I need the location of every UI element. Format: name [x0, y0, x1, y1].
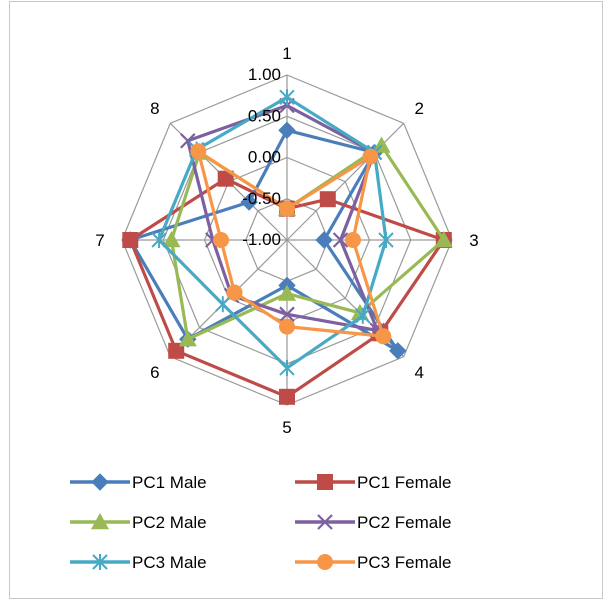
- legend-label: PC3 Female: [357, 553, 451, 572]
- tick-labels: 1.00 0.50 0.00 -0.50 -1.00: [242, 65, 281, 249]
- legend-label: PC1 Female: [357, 473, 451, 492]
- series-5-point-6: [226, 284, 243, 301]
- series-1-point-6: [168, 342, 185, 359]
- series-5-point-1: [279, 200, 295, 217]
- series-0-point-4: [389, 342, 407, 360]
- tick-label: -0.50: [242, 189, 281, 208]
- legend-item: PC2 Female: [295, 513, 451, 532]
- category-label: 4: [414, 363, 423, 382]
- legend-label: PC2 Female: [357, 513, 451, 532]
- category-label: 6: [150, 363, 159, 382]
- series-3-point-5: [279, 306, 295, 323]
- series-5-point-8: [190, 143, 207, 160]
- legend-item: PC3 Female: [295, 553, 451, 572]
- legend-item: PC2 Male: [70, 513, 207, 532]
- series-4-point-5: [279, 359, 295, 376]
- series-4-point-6: [215, 296, 231, 313]
- legend-label: PC1 Male: [132, 473, 207, 492]
- series-1-point-5: [279, 388, 295, 405]
- category-label: 7: [95, 231, 104, 250]
- legend-swatch-marker: [317, 514, 333, 530]
- tick-label: 0.00: [248, 148, 281, 167]
- series-5-point-4: [375, 328, 392, 345]
- legend-swatch-marker-stroke-b: [317, 514, 333, 530]
- series-3-point-8-stroke-b: [180, 133, 196, 149]
- tick-label: 1.00: [248, 65, 281, 84]
- legend-swatch-marker: [92, 554, 108, 570]
- tick-label: -1.00: [242, 230, 281, 249]
- series-5-point-3: [345, 232, 361, 248]
- series-5-point-7: [213, 232, 229, 248]
- series-0-point-3: [315, 231, 333, 249]
- legend-label: PC3 Male: [132, 553, 207, 572]
- category-label: 1: [282, 44, 291, 63]
- series-4-point-3: [378, 232, 394, 248]
- legend-swatch-marker: [91, 473, 109, 491]
- legend-item: PC3 Male: [70, 553, 207, 572]
- series-4-point-4: [355, 307, 371, 324]
- legend-label: PC2 Male: [132, 513, 207, 532]
- series-4-point-1: [279, 89, 295, 106]
- series-3-point-3-stroke-b: [332, 232, 349, 248]
- legend-swatch-marker: [317, 474, 333, 490]
- series-2-point-7: [162, 231, 181, 248]
- legend-swatch-marker: [91, 513, 109, 530]
- series-5: [190, 143, 392, 345]
- radar-series: [121, 89, 453, 405]
- category-label: 8: [150, 99, 159, 118]
- series-3-point-3: [332, 232, 349, 248]
- category-label: 3: [469, 231, 478, 250]
- series-5-point-5: [279, 318, 295, 335]
- legend-item: PC1 Male: [70, 473, 207, 492]
- category-label: 5: [282, 418, 291, 437]
- series-5-point-2: [362, 148, 379, 165]
- series-1-point-2: [319, 191, 336, 208]
- series-2-point-6: [178, 330, 197, 347]
- legend-item: PC1 Female: [295, 473, 451, 492]
- legend: PC1 Male PC1 Female PC2 Male PC2 Female PC3 …: [70, 473, 451, 572]
- series-1-point-7: [122, 232, 139, 248]
- category-label: 2: [414, 99, 423, 118]
- series-4-point-7: [151, 232, 167, 248]
- legend-swatch-marker: [317, 554, 333, 570]
- category-labels: 1 2 3 4 5 6 7 8: [95, 44, 478, 437]
- series-2-point-5: [278, 284, 296, 301]
- series-2: [162, 136, 453, 347]
- series-0-point-8: [240, 193, 258, 211]
- series-2-point-3: [434, 231, 453, 248]
- series-0-point-1: [278, 121, 296, 140]
- series-3-point-5-stroke-b: [279, 306, 295, 323]
- series-1-point-8: [217, 170, 234, 187]
- tick-label: 0.50: [248, 106, 281, 125]
